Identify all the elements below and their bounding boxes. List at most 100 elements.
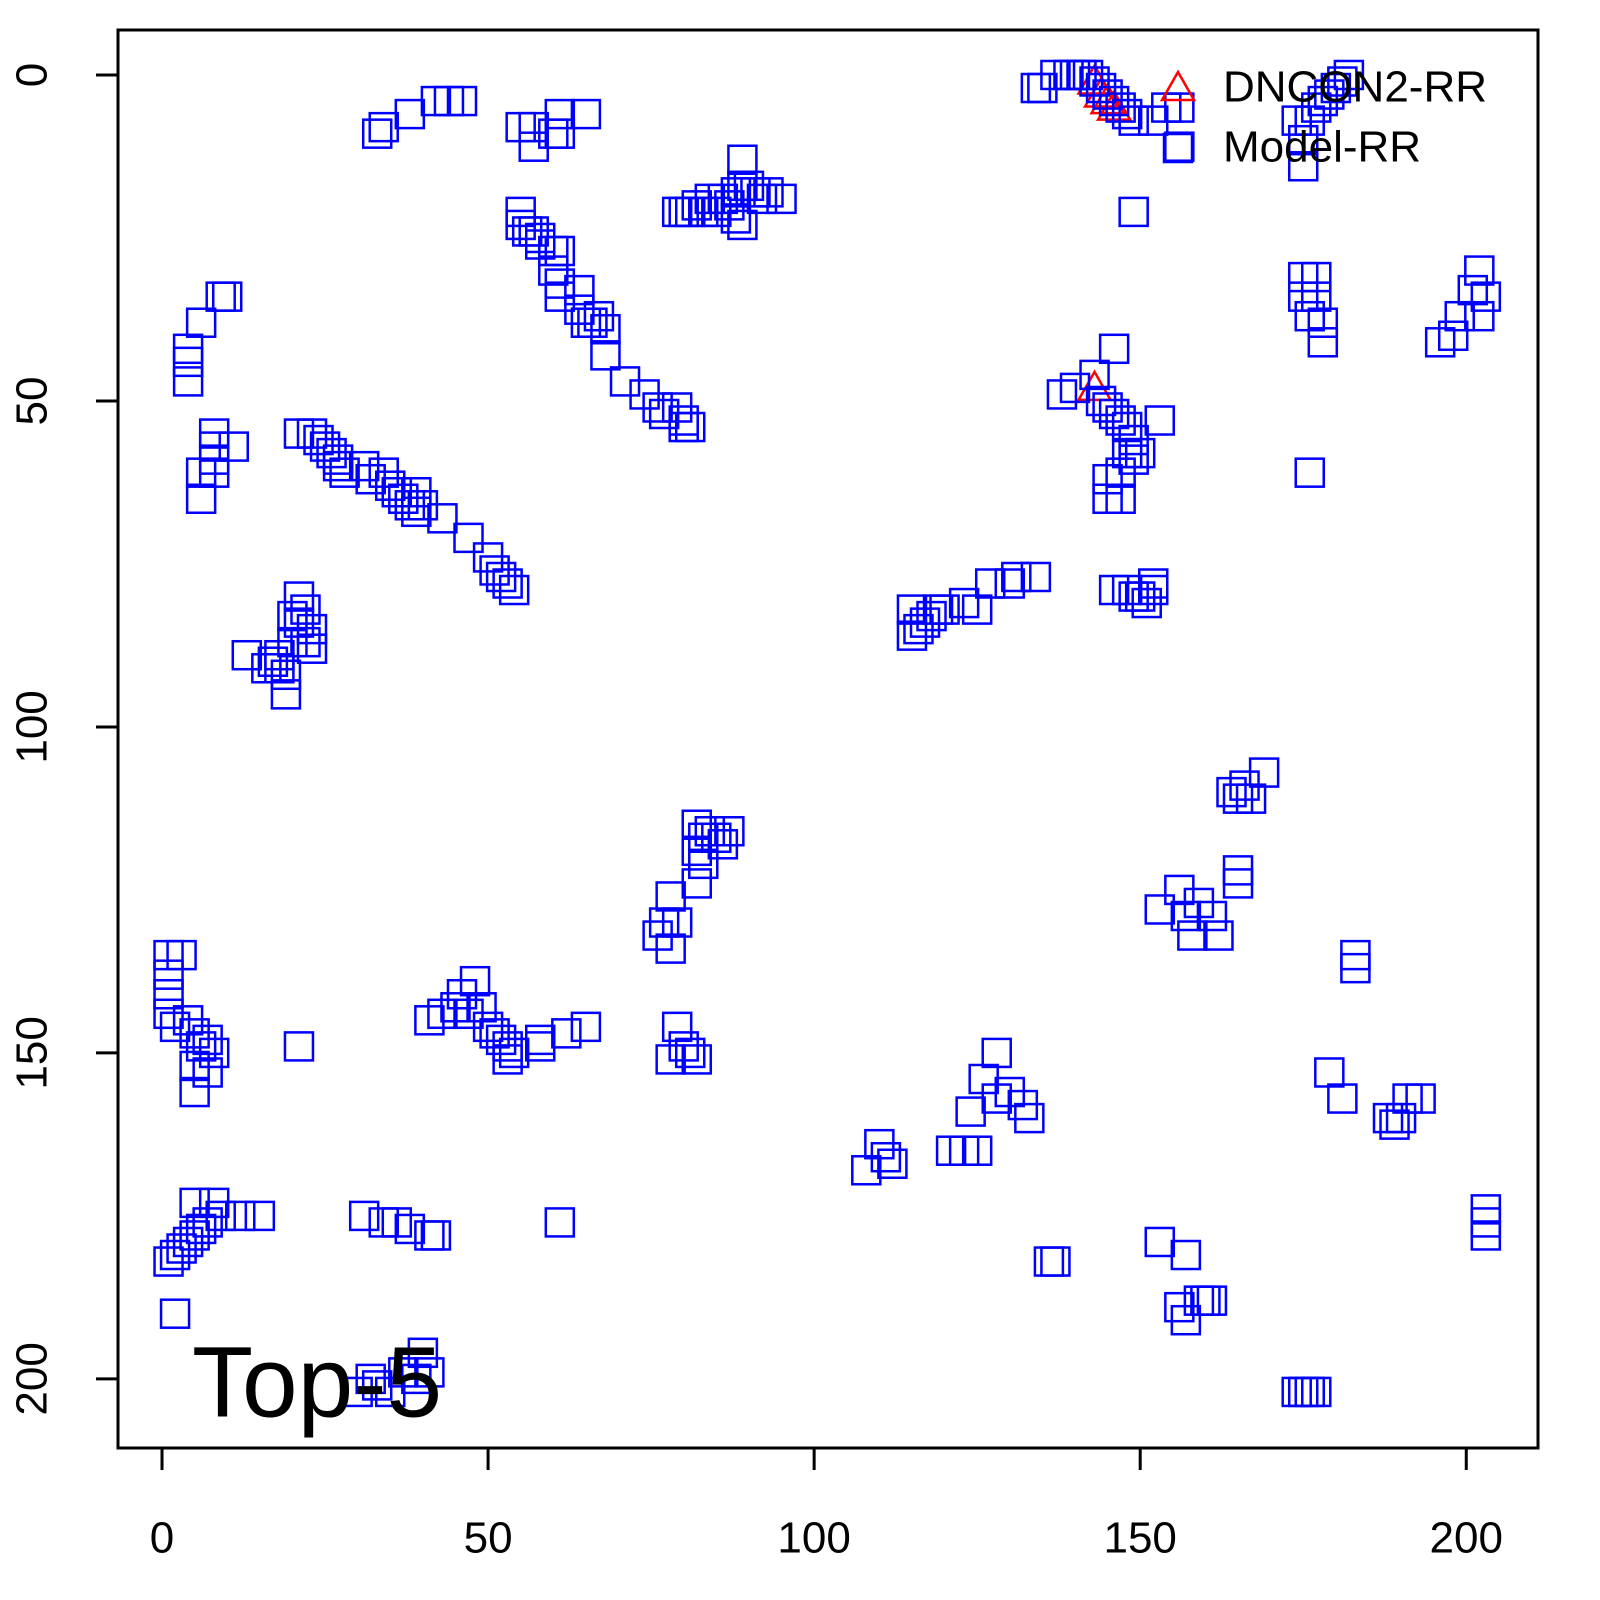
square-marker	[877, 1148, 908, 1179]
square-marker	[655, 881, 686, 912]
square-marker	[185, 483, 217, 515]
square-marker	[727, 209, 758, 241]
square-marker	[211, 281, 243, 312]
square-marker	[1405, 1083, 1436, 1114]
square-marker	[290, 594, 321, 625]
square-marker	[1287, 151, 1319, 182]
square-marker	[1248, 757, 1280, 788]
square-marker	[544, 118, 576, 149]
square-marker	[981, 1037, 1012, 1069]
square-marker	[414, 1220, 445, 1251]
square-marker	[570, 98, 602, 130]
square-marker	[851, 1155, 882, 1186]
square-marker	[1294, 457, 1326, 488]
square-marker	[1162, 132, 1194, 164]
square-marker	[368, 111, 399, 143]
square-marker	[348, 1200, 380, 1232]
x-tick-label: 150	[1103, 1514, 1176, 1563]
square-marker	[1033, 1246, 1065, 1277]
x-tick-label: 50	[464, 1514, 513, 1563]
square-marker	[655, 1044, 686, 1075]
y-tick-label: 150	[8, 1016, 57, 1089]
x-tick-label: 200	[1430, 1514, 1503, 1563]
square-marker	[766, 183, 797, 215]
square-marker	[1020, 561, 1052, 593]
square-marker	[283, 1031, 315, 1062]
square-marker	[1144, 405, 1176, 436]
square-marker	[1340, 952, 1371, 984]
square-marker	[655, 933, 686, 964]
square-marker	[544, 98, 576, 130]
square-marker	[674, 411, 706, 443]
square-marker	[544, 1207, 576, 1238]
square-marker	[1424, 327, 1456, 358]
square-marker	[172, 366, 204, 397]
square-marker	[1327, 66, 1358, 97]
square-marker	[681, 868, 713, 899]
square-marker	[1464, 255, 1495, 286]
square-marker	[1144, 1226, 1176, 1258]
square-marker	[427, 503, 458, 534]
y-tick-label: 0	[8, 63, 57, 87]
square-marker	[974, 568, 1006, 599]
square-marker	[688, 848, 719, 880]
square-marker	[420, 1220, 452, 1251]
square-marker	[296, 613, 328, 645]
square-marker	[1287, 124, 1319, 156]
square-marker	[1144, 894, 1176, 925]
square-marker	[361, 118, 393, 149]
square-marker	[720, 203, 752, 234]
square-marker	[570, 1011, 602, 1043]
square-marker	[492, 568, 523, 599]
square-marker	[1118, 105, 1149, 136]
square-marker	[661, 1011, 693, 1043]
square-marker	[1333, 59, 1365, 91]
square-marker	[225, 1200, 256, 1232]
square-marker	[1222, 868, 1254, 899]
square-marker	[498, 574, 530, 606]
square-marker	[1164, 92, 1195, 123]
square-marker	[551, 1018, 582, 1049]
square-marker	[1190, 1285, 1221, 1316]
square-marker	[929, 594, 960, 625]
square-marker	[525, 1024, 556, 1056]
square-marker	[590, 313, 621, 345]
square-marker	[1327, 1083, 1358, 1114]
square-marker	[961, 1135, 993, 1166]
square-marker	[525, 1031, 556, 1062]
square-marker	[296, 633, 328, 664]
square-marker	[564, 274, 595, 306]
square-marker	[1301, 281, 1332, 312]
square-marker	[681, 1044, 713, 1075]
x-tick-label: 100	[777, 1514, 850, 1563]
square-marker	[674, 1037, 706, 1069]
square-marker	[1307, 327, 1339, 358]
square-marker	[746, 183, 778, 215]
square-marker	[329, 457, 360, 488]
square-marker	[955, 1096, 986, 1127]
square-marker	[1170, 1239, 1202, 1271]
square-marker	[1177, 920, 1208, 951]
square-marker	[1046, 379, 1078, 410]
square-marker	[322, 450, 354, 482]
square-marker	[205, 281, 236, 312]
square-marker	[342, 1376, 373, 1408]
square-marker	[159, 1298, 191, 1329]
y-tick-label: 50	[8, 376, 57, 425]
square-marker	[198, 1187, 230, 1219]
square-marker	[1379, 1109, 1410, 1140]
square-marker	[1470, 281, 1502, 312]
square-marker	[1464, 300, 1495, 332]
annotation: Top-5	[192, 1326, 442, 1438]
square-marker	[179, 1187, 210, 1219]
square-marker	[714, 816, 745, 847]
square-marker	[1098, 333, 1130, 365]
square-marker	[1040, 1246, 1071, 1277]
legend-label: Model-RR	[1223, 123, 1421, 172]
square-marker	[1111, 98, 1143, 130]
square-marker	[492, 1044, 523, 1075]
square-marker	[994, 568, 1026, 599]
square-marker	[1385, 1102, 1417, 1134]
square-marker	[446, 85, 478, 117]
